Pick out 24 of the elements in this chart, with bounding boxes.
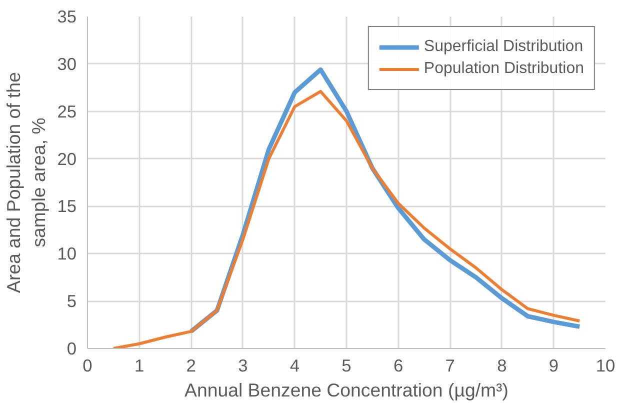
x-tick-label: 10 [596, 356, 616, 376]
legend-label: Superficial Distribution [424, 38, 584, 56]
x-tick-label: 6 [393, 356, 404, 376]
y-tick-label: 35 [57, 6, 77, 26]
x-tick-label: 0 [82, 356, 92, 376]
y-axis-title: Area and Population of the sample area, % [3, 72, 50, 293]
x-tick-label: 9 [548, 356, 559, 376]
line-series [112, 90, 582, 348]
x-tick-label: 5 [342, 356, 352, 376]
legend-label: Population Distribution [424, 60, 584, 78]
x-tick-label: 1 [134, 356, 144, 376]
x-tick-label: 8 [497, 356, 507, 376]
y-tick-label: 25 [57, 101, 77, 122]
y-tick-label: 20 [57, 148, 77, 169]
x-tick-label: 3 [238, 356, 248, 376]
x-tick-label: 2 [186, 356, 196, 376]
y-tick-label: 10 [57, 244, 77, 264]
y-tick-label: 30 [57, 54, 77, 74]
y-tick-label: 0 [66, 338, 77, 358]
x-tick-label: 7 [445, 356, 455, 376]
y-tick-label: 5 [66, 291, 77, 312]
x-axis-title: Annual Benzene Concentration (µg/m³) [184, 380, 508, 400]
y-tick-label: 15 [57, 196, 77, 216]
x-tick-label: 4 [290, 356, 300, 376]
